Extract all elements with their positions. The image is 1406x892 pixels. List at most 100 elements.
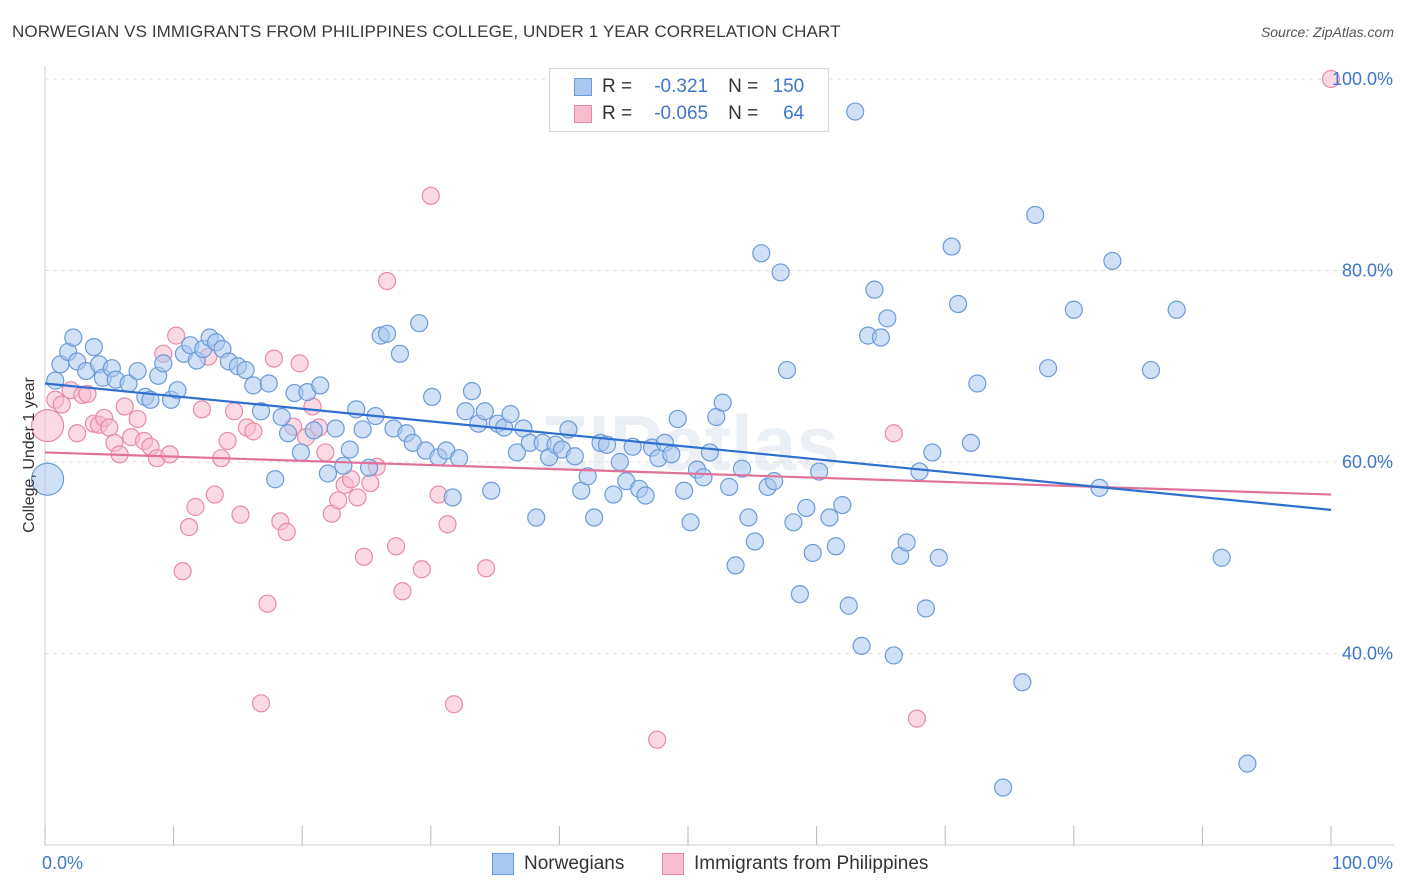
norwegians-point: [154, 354, 173, 373]
norwegians-point: [636, 486, 655, 505]
philippines-legend-label: Immigrants from Philippines: [694, 853, 929, 874]
norwegians-point: [810, 462, 829, 481]
philippines-trend-line: [44, 451, 1332, 496]
norwegians-point: [865, 280, 884, 299]
stats-legend: R = -0.321 N = 150 R = -0.065 N = 64: [549, 68, 829, 132]
norwegians-point: [272, 407, 291, 427]
y-tick-label: 60.0%: [1342, 452, 1393, 472]
norwegians-point: [910, 462, 929, 481]
philippines-point: [277, 522, 296, 541]
norwegians-point: [675, 481, 694, 500]
norwegians-point: [803, 543, 822, 563]
norwegians-point: [259, 374, 278, 393]
norwegians-point: [326, 419, 345, 438]
norwegians-point: [878, 309, 897, 328]
n-value: 64: [783, 103, 805, 124]
norwegians-point: [311, 376, 330, 395]
norwegians-point: [340, 440, 359, 459]
philippines-point: [884, 424, 903, 443]
philippines-point: [251, 694, 271, 713]
y-tick-label: 100.0%: [1332, 69, 1393, 89]
norwegians-point: [923, 443, 942, 462]
norwegians-point: [1103, 251, 1122, 271]
norwegians-point: [251, 402, 271, 421]
philippines-point: [648, 730, 667, 749]
norwegians-point: [610, 452, 629, 472]
philippines-point: [179, 518, 199, 537]
norwegians-point: [948, 294, 968, 314]
legend-item-norwegians: Norwegians: [492, 852, 624, 876]
norwegians-point: [578, 467, 597, 486]
philippines-point: [361, 473, 380, 493]
norwegians-point: [713, 393, 732, 412]
norwegians-point: [784, 513, 803, 532]
norwegians-point: [694, 468, 713, 487]
philippines-legend-swatch: [662, 853, 684, 875]
philippines-point: [192, 400, 211, 419]
norwegians-point: [244, 376, 263, 395]
chart-title: NORWEGIAN VS IMMIGRANTS FROM PHILIPPINES…: [12, 22, 841, 41]
philippines-point: [244, 422, 263, 441]
philippines-point: [290, 354, 309, 373]
norwegians-point: [820, 508, 839, 527]
philippines-point: [316, 443, 335, 462]
norwegians-point: [929, 548, 948, 567]
norwegians-point: [726, 556, 745, 575]
norwegians-point: [236, 360, 255, 380]
norwegians-point: [897, 533, 916, 552]
x-tick-label: 0.0%: [42, 853, 83, 873]
norwegians-point: [462, 382, 482, 401]
norwegians-point: [64, 328, 83, 347]
norwegians-point: [745, 532, 764, 551]
norwegians-point: [443, 488, 462, 507]
norwegians-point: [291, 443, 311, 462]
norwegians-point: [1064, 300, 1083, 319]
philippines-point: [68, 424, 87, 443]
norwegians-point: [597, 435, 617, 454]
philippines-point: [205, 485, 224, 504]
norwegians-point: [482, 481, 501, 500]
norwegians-point: [422, 387, 442, 406]
philippines-point: [160, 445, 179, 464]
philippines-point: [186, 497, 205, 517]
philippines-point: [224, 402, 244, 421]
norwegians-point: [585, 508, 604, 527]
chart-source: Source: ZipAtlas.com: [1260, 24, 1394, 40]
norwegians-point: [1212, 548, 1231, 567]
norwegians-point: [141, 390, 160, 409]
norwegians-point: [771, 263, 790, 282]
norwegians-point: [168, 381, 187, 400]
norwegians-point: [1038, 359, 1058, 378]
norwegians-point: [334, 456, 353, 475]
philippines-swatch: [574, 105, 592, 123]
norwegians-point: [993, 778, 1013, 797]
n-value: 150: [772, 76, 805, 97]
philippines-point: [218, 431, 237, 451]
philippines-point: [167, 326, 186, 345]
norwegians-point: [527, 508, 546, 527]
norwegians-point: [961, 433, 981, 452]
y-tick-label: 80.0%: [1342, 261, 1393, 281]
norwegians-point: [1238, 754, 1257, 773]
norwegians-point: [304, 421, 323, 440]
philippines-point: [348, 488, 367, 507]
norwegians-point: [266, 470, 285, 489]
philippines-point: [1321, 69, 1341, 89]
norwegians-point: [668, 409, 687, 429]
norwegians-point: [377, 324, 397, 343]
philippines-point: [100, 418, 119, 437]
philippines-point: [264, 349, 284, 368]
r-label: R =: [602, 103, 633, 124]
norwegians-point: [916, 599, 936, 618]
philippines-point: [115, 397, 134, 416]
norwegians-point: [852, 636, 871, 655]
norwegians-point: [833, 495, 852, 515]
norwegians-point: [46, 371, 65, 390]
norwegians-point: [353, 420, 372, 439]
norwegians-point: [732, 459, 752, 478]
philippines-point: [421, 186, 440, 205]
r-label: R =: [602, 76, 633, 97]
y-axis-label: College, Under 1 year: [21, 377, 38, 533]
philippines-point: [444, 695, 464, 714]
